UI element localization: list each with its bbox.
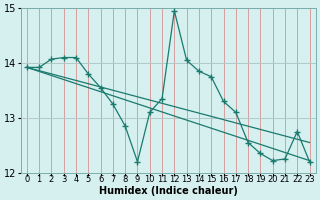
X-axis label: Humidex (Indice chaleur): Humidex (Indice chaleur): [99, 186, 238, 196]
